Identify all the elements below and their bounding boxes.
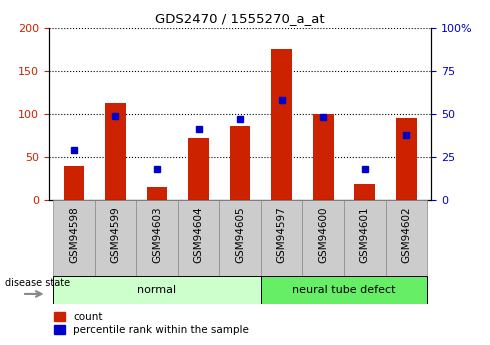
Text: GSM94603: GSM94603	[152, 206, 162, 263]
Bar	[105, 103, 126, 200]
Text: GSM94597: GSM94597	[277, 206, 287, 263]
Bar	[396, 118, 416, 200]
Bar	[354, 184, 375, 200]
Bar	[136, 200, 178, 276]
Text: GSM94599: GSM94599	[110, 206, 121, 263]
Bar	[178, 200, 220, 276]
Bar	[302, 200, 344, 276]
Text: GSM94601: GSM94601	[360, 206, 370, 263]
Text: neural tube defect: neural tube defect	[292, 285, 396, 295]
Bar	[313, 114, 334, 200]
Text: GSM94605: GSM94605	[235, 206, 245, 263]
Text: GSM94602: GSM94602	[401, 206, 411, 263]
Bar	[64, 166, 84, 200]
Bar	[53, 276, 261, 304]
Text: GSM94600: GSM94600	[318, 206, 328, 263]
Bar	[386, 200, 427, 276]
Text: GSM94598: GSM94598	[69, 206, 79, 263]
Bar	[95, 200, 136, 276]
Text: normal: normal	[138, 285, 176, 295]
Title: GDS2470 / 1555270_a_at: GDS2470 / 1555270_a_at	[155, 12, 325, 25]
Bar	[147, 187, 168, 200]
Bar	[230, 126, 250, 200]
Text: GSM94604: GSM94604	[194, 206, 203, 263]
Bar	[188, 138, 209, 200]
Bar	[220, 200, 261, 276]
Bar	[261, 200, 302, 276]
Text: disease state: disease state	[5, 278, 70, 288]
Bar	[344, 200, 386, 276]
Bar	[53, 200, 95, 276]
Legend: count, percentile rank within the sample: count, percentile rank within the sample	[54, 312, 249, 335]
Bar	[261, 276, 427, 304]
Bar	[271, 49, 292, 200]
